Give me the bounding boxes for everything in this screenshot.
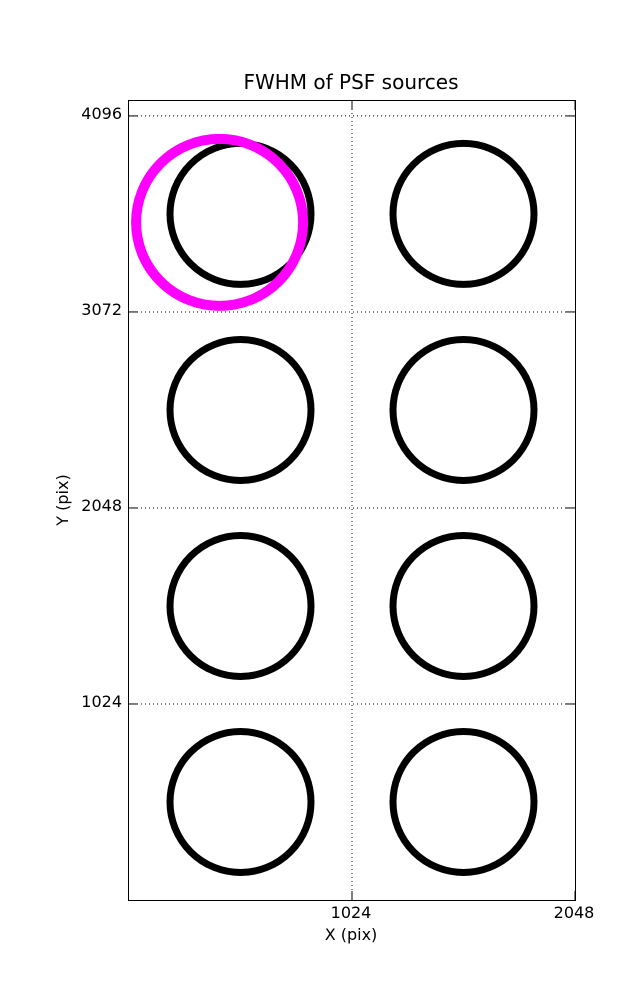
y-tick-label: 4096 [81, 103, 122, 123]
x-tick-label: 1024 [330, 903, 372, 922]
plot-canvas [129, 101, 575, 900]
psf-sources-circle [389, 336, 538, 484]
plot-area [128, 100, 576, 901]
x-tick-label: 2048 [553, 903, 595, 922]
psf-sources-circle [389, 139, 538, 288]
psf-sources-circle [166, 728, 315, 876]
y-tick-label: 1024 [81, 691, 122, 711]
highlighted-source-circle [131, 133, 309, 311]
y-axis-label: Y (pix) [53, 474, 72, 526]
y-tick-label: 2048 [81, 495, 122, 515]
psf-sources-circle [389, 532, 538, 680]
psf-sources-circle [166, 532, 315, 680]
psf-sources-circle [389, 728, 538, 876]
x-axis-label: X (pix) [324, 925, 378, 944]
chart-title: FWHM of PSF sources [243, 70, 459, 94]
y-tick-label: 3072 [81, 299, 122, 319]
psf-sources-circle [166, 336, 315, 484]
